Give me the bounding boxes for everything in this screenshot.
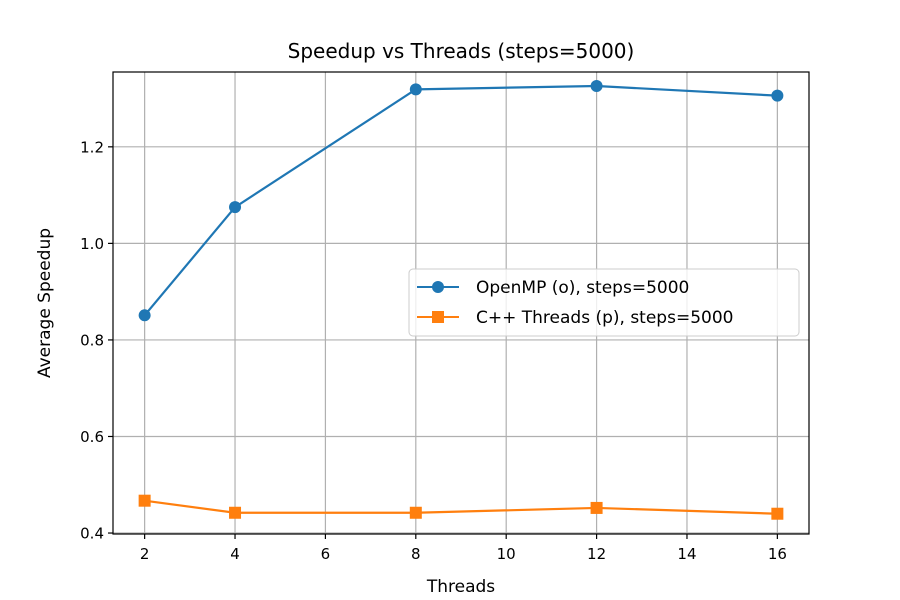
data-point-openmp bbox=[229, 201, 242, 214]
series-layer bbox=[138, 80, 784, 520]
x-tick-label: 10 bbox=[497, 545, 516, 563]
data-point-cpp-threads bbox=[771, 507, 784, 520]
ticks: 2 4 6 8 10 12 14 16 0.4 0.6 0.8 1.0 1.2 bbox=[80, 138, 787, 563]
series-cpp-threads bbox=[138, 494, 784, 520]
y-tick-label: 0.6 bbox=[80, 428, 104, 446]
x-tick-label: 8 bbox=[411, 545, 421, 563]
y-tick-label: 0.4 bbox=[80, 525, 104, 543]
x-tick-label: 14 bbox=[677, 545, 696, 563]
legend-label-cpp-threads: C++ Threads (p), steps=5000 bbox=[476, 308, 733, 328]
legend-marker-cpp-threads bbox=[432, 311, 444, 323]
x-axis-label: Threads bbox=[426, 577, 495, 597]
data-point-openmp bbox=[771, 89, 784, 102]
y-tick-label: 1.0 bbox=[80, 235, 104, 253]
data-point-openmp bbox=[138, 309, 151, 322]
y-axis-label: Average Speedup bbox=[35, 228, 55, 378]
data-point-openmp bbox=[409, 83, 422, 96]
data-point-cpp-threads bbox=[229, 506, 242, 519]
y-tick-label: 1.2 bbox=[80, 138, 104, 156]
legend: OpenMP (o), steps=5000 C++ Threads (p), … bbox=[408, 268, 800, 337]
series-openmp bbox=[138, 80, 784, 322]
data-point-openmp bbox=[590, 80, 603, 92]
x-tick-label: 16 bbox=[768, 545, 787, 563]
y-tick-label: 0.8 bbox=[80, 331, 104, 349]
data-point-cpp-threads bbox=[590, 501, 603, 514]
x-tick-label: 12 bbox=[587, 545, 606, 563]
plot-frame bbox=[112, 71, 810, 535]
legend-label-openmp: OpenMP (o), steps=5000 bbox=[476, 278, 689, 298]
x-tick-label: 2 bbox=[140, 545, 150, 563]
x-tick-label: 4 bbox=[230, 545, 240, 563]
legend-box bbox=[408, 268, 800, 337]
data-point-cpp-threads bbox=[409, 506, 422, 519]
chart-title: Speedup vs Threads (steps=5000) bbox=[288, 39, 635, 63]
data-point-cpp-threads bbox=[138, 494, 151, 507]
legend-marker-openmp bbox=[432, 281, 444, 293]
x-tick-label: 6 bbox=[321, 545, 331, 563]
